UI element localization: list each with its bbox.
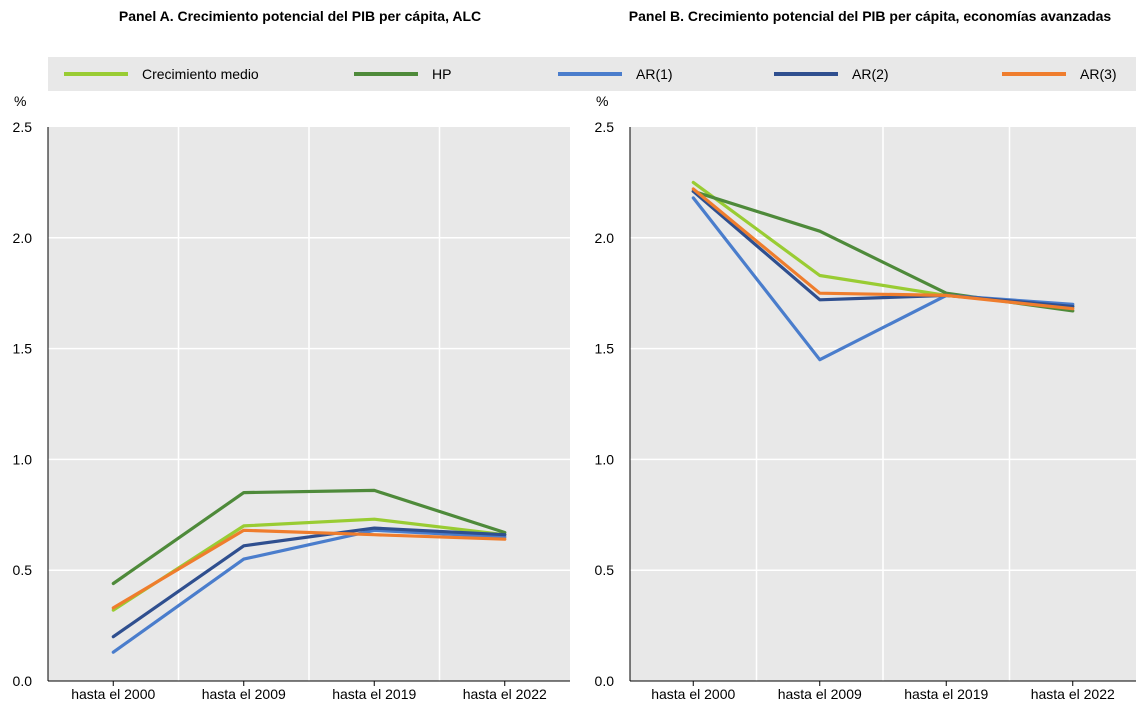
legend-item-ar1: AR(1) <box>558 57 673 91</box>
y-tick-label: 0.0 <box>13 673 33 689</box>
y-tick-label: 0.0 <box>595 673 615 689</box>
x-tick-label: hasta el 2022 <box>1031 686 1115 702</box>
y-tick-label: 2.5 <box>13 119 33 135</box>
legend-label: AR(1) <box>636 66 673 82</box>
legend-swatch-hp <box>354 72 418 76</box>
y-tick-label: 1.0 <box>595 451 615 467</box>
legend-swatch-ar2 <box>774 72 838 76</box>
y-tick-label: 0.5 <box>595 562 615 578</box>
x-tick-label: hasta el 2019 <box>904 686 988 702</box>
x-tick-label: hasta el 2000 <box>71 686 155 702</box>
series-line-ar-1 <box>111 528 507 654</box>
x-tick-label: hasta el 2019 <box>332 686 416 702</box>
panel-b-plot: 0.0 0.5 1.0 1.5 2.0 2.5% hasta el 2000 hasta el… <box>595 93 1136 702</box>
series-line-ar-3 <box>111 528 507 610</box>
y-axis-label: % <box>596 93 608 109</box>
legend-label: HP <box>432 66 452 82</box>
legend: Crecimiento medio HP AR(1) AR(2) AR(3) <box>48 57 1136 91</box>
x-tick-label: hasta el 2009 <box>778 686 862 702</box>
legend-swatch-ar3 <box>1002 72 1066 76</box>
y-axis-label: % <box>14 93 26 109</box>
panel-b-title: Panel B. Crecimiento potencial del PIB p… <box>628 8 1112 24</box>
series-line-ar-3 <box>691 187 1075 311</box>
legend-item-crecimiento-medio: Crecimiento medio <box>64 57 259 91</box>
legend-swatch-crecimiento-medio <box>64 72 128 76</box>
x-tick-label: hasta el 2009 <box>202 686 286 702</box>
legend-item-hp: HP <box>354 57 451 91</box>
legend-item-ar2: AR(2) <box>774 57 889 91</box>
x-tick-label: hasta el 2000 <box>651 686 735 702</box>
panel-a-title: Panel A. Crecimiento potencial del PIB p… <box>118 8 482 24</box>
y-tick-label: 1.5 <box>13 341 33 357</box>
series-line-ar-2 <box>111 526 507 639</box>
y-tick-label: 0.5 <box>13 562 33 578</box>
legend-swatch-ar1 <box>558 72 622 76</box>
y-tick-label: 2.0 <box>13 230 33 246</box>
y-tick-label: 2.0 <box>595 230 615 246</box>
legend-label: Crecimiento medio <box>142 66 259 82</box>
legend-label: AR(2) <box>852 66 889 82</box>
series-line-hp <box>111 488 507 586</box>
legend-label: AR(3) <box>1080 66 1117 82</box>
y-tick-label: 2.5 <box>595 119 615 135</box>
y-tick-label: 1.5 <box>595 341 615 357</box>
x-tick-label: hasta el 2022 <box>463 686 547 702</box>
panel-a-plot: 0.0 0.5 1.0 1.5 2.0 2.5% hasta el 2000 hasta el… <box>13 93 570 702</box>
legend-item-ar3: AR(3) <box>1002 57 1117 91</box>
y-tick-label: 1.0 <box>13 451 33 467</box>
